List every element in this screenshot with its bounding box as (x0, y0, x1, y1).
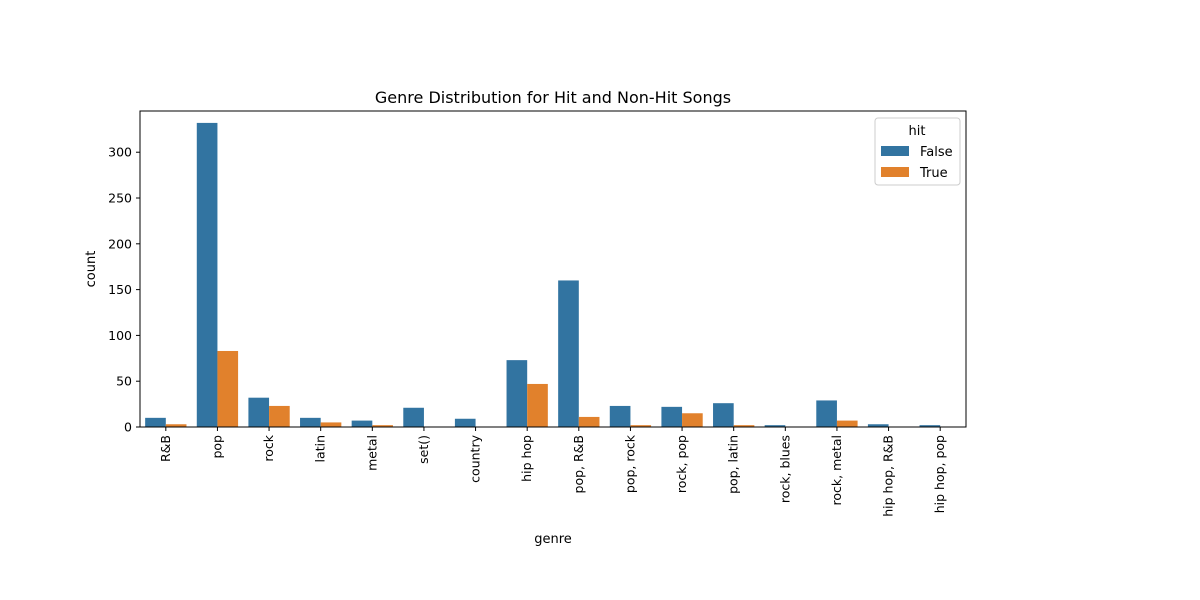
x-tick-label-rock-pop: rock, pop (674, 435, 689, 493)
x-axis-label: genre (534, 532, 572, 547)
bar-true-r-b (165, 424, 187, 427)
bar-false-pop-rock (609, 405, 631, 427)
bar-false-pop-r-b (558, 280, 579, 427)
bar-true-rock-pop (682, 413, 703, 427)
x-tick-label-pop-latin: pop, latin (726, 435, 741, 494)
bar-false-pop-latin (713, 403, 734, 427)
bar-false-rock (248, 397, 270, 427)
x-ticks-group: R&B pop rock latin metal set() country hip hop p… (158, 427, 947, 517)
y-tick-label-150: 150 (108, 282, 132, 297)
legend-title: hit (909, 124, 926, 139)
x-tick-label-pop: pop (209, 435, 224, 459)
legend: hit False True (874, 117, 961, 186)
x-tick-label-r-b: R&B (158, 435, 173, 462)
bar-false-latin (300, 417, 321, 427)
y-axis-label: count (84, 251, 99, 288)
x-tick-label-metal: metal (364, 435, 379, 471)
bar-false-set (403, 407, 424, 427)
bar-true-metal (372, 425, 393, 427)
bar-true-rock-metal (836, 420, 858, 427)
y-tick-label-50: 50 (116, 374, 132, 389)
bar-false-r-b (145, 417, 166, 427)
legend-label-false: False (920, 145, 953, 160)
bar-false-hip-hop (506, 360, 528, 427)
x-tick-label-hip-hop: hip hop (519, 435, 534, 482)
bar-false-hip-hop-r-b (867, 424, 889, 427)
legend-swatch-true (881, 167, 909, 177)
bar-true-latin (320, 422, 342, 427)
legend-swatch-false (881, 146, 909, 156)
x-tick-label-hip-hop-pop: hip hop, pop (932, 435, 947, 513)
y-tick-label-300: 300 (108, 145, 132, 160)
x-tick-label-pop-r-b: pop, R&B (571, 435, 586, 493)
y-tick-label-250: 250 (108, 191, 132, 206)
x-tick-label-rock-blues: rock, blues (777, 435, 792, 503)
x-tick-label-rock-metal: rock, metal (829, 435, 844, 505)
x-tick-label-pop-rock: pop, rock (622, 434, 637, 493)
bars-group (145, 122, 941, 427)
y-ticks-group: 0 50 100 150 200 250 300 (108, 145, 140, 435)
chart-title: Genre Distribution for Hit and Non-Hit S… (375, 88, 731, 107)
bar-false-pop (196, 122, 218, 427)
x-tick-label-country: country (468, 434, 483, 482)
x-tick-label-latin: latin (313, 435, 328, 462)
bar-true-pop (217, 350, 239, 427)
bar-false-rock-metal (816, 400, 837, 427)
bar-true-pop-r-b (578, 416, 600, 427)
bar-false-rock-blues (764, 425, 786, 427)
legend-label-true: True (919, 166, 948, 181)
bar-false-metal (351, 420, 373, 427)
y-tick-label-100: 100 (108, 328, 132, 343)
x-tick-label-set: set() (416, 435, 431, 464)
bar-true-pop-rock (630, 425, 652, 427)
bar-true-rock (269, 405, 290, 427)
x-tick-label-rock: rock (261, 434, 276, 461)
bar-true-hip-hop (527, 383, 548, 427)
x-tick-label-hip-hop-r-b: hip hop, R&B (881, 435, 896, 517)
y-tick-label-0: 0 (124, 420, 132, 435)
bar-false-country (454, 418, 476, 427)
bar-false-rock-pop (661, 406, 683, 427)
bar-true-pop-latin (733, 425, 755, 427)
y-tick-label-200: 200 (108, 236, 132, 251)
axes-frame (139, 110, 967, 428)
bar-false-hip-hop-pop (919, 425, 941, 427)
